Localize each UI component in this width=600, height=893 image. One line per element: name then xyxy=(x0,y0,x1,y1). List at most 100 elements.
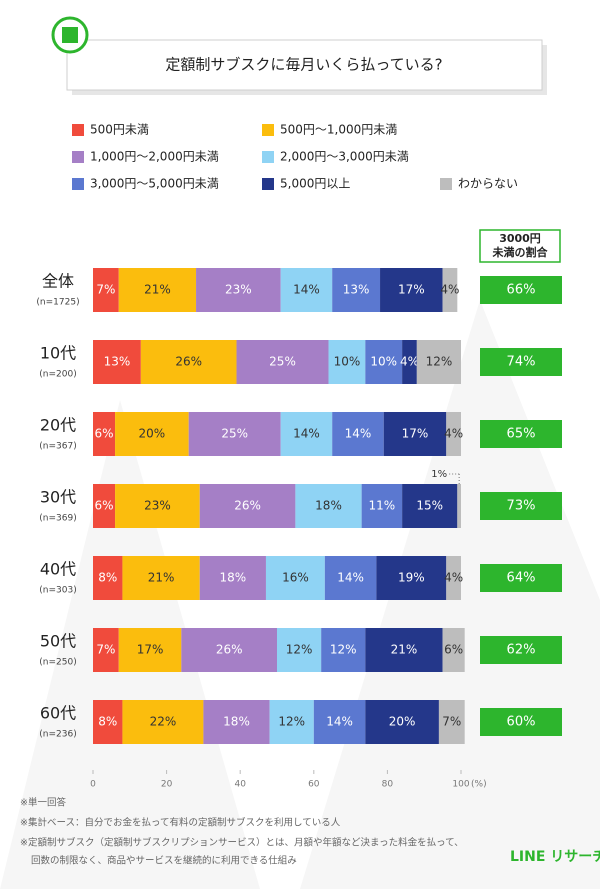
value-label: 26% xyxy=(175,355,202,369)
bar-segment xyxy=(280,412,333,456)
value-label: 6% xyxy=(95,427,114,441)
bar-segment xyxy=(118,628,182,672)
value-label: 4% xyxy=(444,571,463,585)
legend-label: 5,000円以上 xyxy=(280,177,350,191)
category-label: 30代 xyxy=(40,488,76,507)
legend-label: 1,000円〜2,000円未満 xyxy=(90,150,219,164)
share-label: 60% xyxy=(507,715,536,730)
footnote: ※定額制サブスク（定額制サブスクリプションサービス）とは、月額や年額など決まった… xyxy=(20,837,464,849)
chart-title: 定額制サブスクに毎月いくら払っている? xyxy=(165,56,442,74)
value-label: 10% xyxy=(370,355,397,369)
value-label: 7% xyxy=(96,643,115,657)
share-header: 未満の割合 xyxy=(492,245,549,259)
bar-segment xyxy=(280,268,333,312)
bar-segment xyxy=(332,268,381,312)
share-label: 62% xyxy=(507,643,536,658)
category-label: 60代 xyxy=(40,704,76,723)
share-box xyxy=(480,420,562,448)
value-label: 12% xyxy=(426,355,453,369)
legend-swatch xyxy=(72,151,84,163)
x-tick-label: 60 xyxy=(308,780,320,790)
bar-segment xyxy=(442,268,458,312)
footnote: ※集計ベース：自分でお金を払って有料の定額制サブスクを利用している人 xyxy=(20,817,341,829)
value-label: 4% xyxy=(400,355,419,369)
bar-segment xyxy=(438,700,465,744)
bar-segment xyxy=(446,412,461,456)
legend-swatch xyxy=(72,124,84,136)
bar-segment xyxy=(118,268,197,312)
bar-segment xyxy=(442,628,465,672)
value-label: 26% xyxy=(234,499,261,513)
bar-segment xyxy=(269,700,314,744)
category-label: 全体 xyxy=(42,272,74,291)
bar-segment xyxy=(402,340,417,384)
share-box xyxy=(480,276,562,304)
value-label: 17% xyxy=(398,283,425,297)
bar-segment xyxy=(93,340,141,384)
value-label: 18% xyxy=(220,571,247,585)
bar-segment xyxy=(321,628,366,672)
share-label: 65% xyxy=(507,427,536,442)
value-label: 1% xyxy=(431,469,447,480)
bar-segment xyxy=(277,628,322,672)
legend-label: わからない xyxy=(458,177,518,191)
x-tick-label: 80 xyxy=(382,780,394,790)
share-label: 73% xyxy=(507,499,536,514)
bar-segment xyxy=(383,412,447,456)
bar-segment xyxy=(93,484,116,528)
value-label: 15% xyxy=(416,499,443,513)
value-label: 14% xyxy=(293,427,320,441)
x-tick-label: 40 xyxy=(234,780,246,790)
bar-segment xyxy=(93,268,119,312)
share-box xyxy=(480,636,562,664)
value-label: 14% xyxy=(293,283,320,297)
bar-segment xyxy=(199,556,266,600)
share-box xyxy=(480,492,562,520)
share-box xyxy=(480,564,562,592)
value-label: 8% xyxy=(98,715,117,729)
bar-segment xyxy=(93,700,123,744)
bar-segment xyxy=(199,484,296,528)
sample-size: (n=303) xyxy=(39,586,76,596)
value-label: 13% xyxy=(104,355,131,369)
value-label: 21% xyxy=(148,571,175,585)
bar-segment xyxy=(365,700,439,744)
legend-label: 500円〜1,000円未満 xyxy=(280,123,397,137)
value-label: 13% xyxy=(343,283,370,297)
value-label: 20% xyxy=(389,715,416,729)
bar-segment xyxy=(181,628,277,672)
share-box xyxy=(480,348,562,376)
legend-swatch xyxy=(262,151,274,163)
title-box xyxy=(66,39,543,91)
bar-segment xyxy=(122,556,200,600)
x-tick-label: 0 xyxy=(90,780,96,790)
bar-segment xyxy=(380,268,443,312)
value-label: 22% xyxy=(150,715,177,729)
value-label: 12% xyxy=(330,643,357,657)
bar-segment xyxy=(93,412,116,456)
bar-segment xyxy=(93,628,119,672)
value-label: 4% xyxy=(440,283,459,297)
bar-segment xyxy=(376,556,447,600)
value-label: 7% xyxy=(96,283,115,297)
bar-segment xyxy=(203,700,270,744)
x-tick-label: 100 xyxy=(452,780,469,790)
bar-segment xyxy=(324,556,377,600)
bar-segment xyxy=(115,484,200,528)
value-label: 6% xyxy=(95,499,114,513)
sample-size: (n=1725) xyxy=(36,298,79,308)
bar-segment xyxy=(328,340,366,384)
bar-segment xyxy=(115,412,189,456)
sample-size: (n=250) xyxy=(39,658,76,668)
value-label: 16% xyxy=(282,571,309,585)
sample-size: (n=369) xyxy=(39,514,76,524)
footnote: ※単一回答 xyxy=(20,797,66,809)
value-label: 8% xyxy=(98,571,117,585)
value-label: 14% xyxy=(337,571,364,585)
bar-segment xyxy=(140,340,237,384)
value-label: 7% xyxy=(442,715,461,729)
bar-segment xyxy=(295,484,362,528)
value-label: 23% xyxy=(144,499,171,513)
value-label: 14% xyxy=(326,715,353,729)
legend-swatch xyxy=(262,124,274,136)
